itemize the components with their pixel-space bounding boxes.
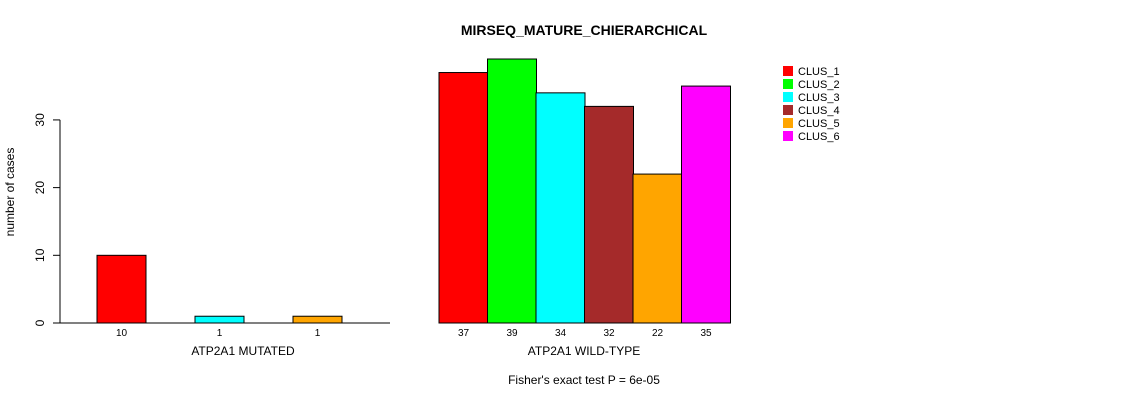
bar-count-label: 39: [506, 328, 518, 339]
bar-labels-group: 10 1 1 37 39 34 32 22 35: [116, 328, 712, 339]
bar-clus-3: [194, 315, 245, 324]
legend-swatch: [783, 79, 793, 89]
legend-entry-label: CLUS_3: [798, 92, 840, 104]
bar-count-label: 10: [116, 328, 128, 339]
bar-count-label: 35: [700, 328, 712, 339]
y-tick-label: 10: [33, 248, 47, 262]
bar-count-label: 1: [315, 328, 321, 339]
y-tick-label: 0: [33, 319, 47, 326]
bars-group: [60, 58, 731, 324]
legend-entry-label: CLUS_1: [798, 66, 840, 78]
bar-clus-1: [438, 72, 489, 324]
legend-entry-label: CLUS_4: [798, 105, 840, 117]
y-tick-label: 30: [33, 113, 47, 127]
bar-clus-4: [584, 105, 634, 324]
group-labels-group: ATP2A1 MUTATED ATP2A1 WILD-TYPE: [191, 344, 640, 358]
legend-swatch: [783, 66, 793, 76]
legend-swatch: [783, 131, 793, 141]
bar-count-label: 32: [603, 328, 615, 339]
group-label: ATP2A1 WILD-TYPE: [528, 344, 640, 358]
legend-swatch: [783, 118, 793, 128]
bar-clus-5: [292, 315, 343, 324]
bar-count-label: 34: [555, 328, 567, 339]
legend-entry-label: CLUS_2: [798, 79, 840, 91]
legend-swatch: [783, 105, 793, 115]
bar-count-label: 1: [217, 328, 223, 339]
y-axis: 0 10 20 30: [33, 113, 61, 326]
bar-count-label: 37: [458, 328, 470, 339]
legend-entry-label: CLUS_6: [798, 131, 840, 143]
bar-clus-6: [681, 85, 731, 324]
bar-count-label: 22: [652, 328, 664, 339]
legend-entry-label: CLUS_5: [798, 118, 840, 130]
y-axis-label: number of cases: [3, 148, 17, 237]
chart-title: MIRSEQ_MATURE_CHIERARCHICAL: [461, 22, 708, 38]
legend-swatch: [783, 92, 793, 102]
fisher-test-annotation: Fisher's exact test P = 6e-05: [508, 373, 660, 387]
bar-clus-1: [96, 254, 147, 324]
bar-clus-3: [535, 92, 586, 324]
y-tick-label: 20: [33, 181, 47, 195]
bar-clus-5: [632, 173, 683, 324]
group-label: ATP2A1 MUTATED: [191, 344, 295, 358]
bar-clus-2: [487, 58, 537, 324]
